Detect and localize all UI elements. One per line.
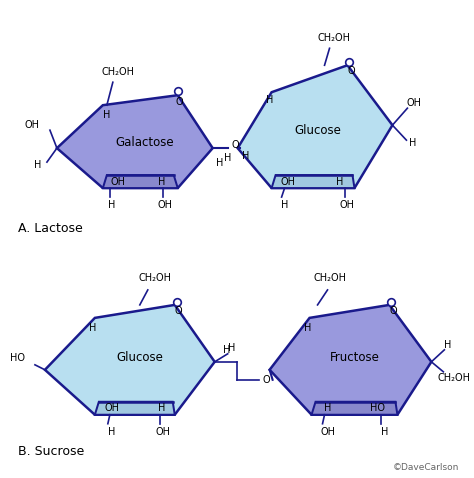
- Text: H: H: [34, 160, 42, 170]
- Text: CH₂OH: CH₂OH: [101, 67, 134, 77]
- Text: H: H: [108, 200, 116, 210]
- Text: B. Sucrose: B. Sucrose: [18, 445, 84, 458]
- Text: H: H: [228, 343, 236, 353]
- Text: H: H: [304, 323, 311, 333]
- Text: OH: OH: [280, 177, 295, 187]
- Text: H: H: [324, 403, 331, 413]
- Text: H: H: [103, 110, 110, 120]
- Text: H: H: [223, 345, 230, 355]
- Text: CH₂OH: CH₂OH: [438, 373, 471, 383]
- Text: HO: HO: [10, 353, 26, 363]
- Text: OH: OH: [110, 177, 125, 187]
- Polygon shape: [95, 402, 175, 415]
- Text: OH: OH: [407, 98, 422, 108]
- Text: H: H: [158, 403, 165, 413]
- Polygon shape: [103, 175, 178, 188]
- Polygon shape: [311, 402, 397, 415]
- Text: O: O: [390, 306, 397, 316]
- Polygon shape: [237, 65, 392, 188]
- Text: Glucose: Glucose: [294, 124, 341, 137]
- Text: O: O: [176, 97, 183, 107]
- Text: O: O: [263, 375, 271, 385]
- Text: H: H: [381, 427, 388, 437]
- Text: OH: OH: [104, 403, 119, 413]
- Polygon shape: [57, 95, 213, 188]
- Text: HO: HO: [370, 403, 385, 413]
- Polygon shape: [270, 305, 431, 415]
- Text: OH: OH: [320, 427, 335, 437]
- Text: Fructose: Fructose: [329, 351, 379, 364]
- Text: OH: OH: [157, 200, 172, 210]
- Text: Galactose: Galactose: [116, 136, 174, 149]
- Text: H: H: [409, 138, 416, 148]
- Text: H: H: [242, 151, 249, 161]
- Text: O: O: [347, 66, 356, 76]
- Text: A. Lactose: A. Lactose: [18, 221, 83, 235]
- Text: CH₂OH: CH₂OH: [317, 33, 350, 43]
- Text: H: H: [216, 158, 223, 168]
- Text: H: H: [224, 153, 231, 163]
- Text: O: O: [232, 140, 239, 150]
- Text: H: H: [158, 177, 165, 187]
- Polygon shape: [272, 175, 355, 188]
- Text: OH: OH: [155, 427, 170, 437]
- Polygon shape: [45, 305, 215, 415]
- Text: H: H: [281, 200, 288, 210]
- Text: H: H: [108, 427, 116, 437]
- Text: Glucose: Glucose: [116, 351, 163, 364]
- Text: OH: OH: [25, 120, 39, 130]
- Text: H: H: [444, 340, 451, 350]
- Text: CH₂OH: CH₂OH: [313, 273, 346, 283]
- Text: ©DaveCarlson: ©DaveCarlson: [393, 463, 459, 472]
- Text: O: O: [175, 306, 182, 316]
- Text: H: H: [89, 323, 97, 333]
- Text: CH₂OH: CH₂OH: [138, 273, 171, 283]
- Text: OH: OH: [340, 200, 355, 210]
- Text: H: H: [336, 177, 343, 187]
- Text: H: H: [266, 95, 273, 105]
